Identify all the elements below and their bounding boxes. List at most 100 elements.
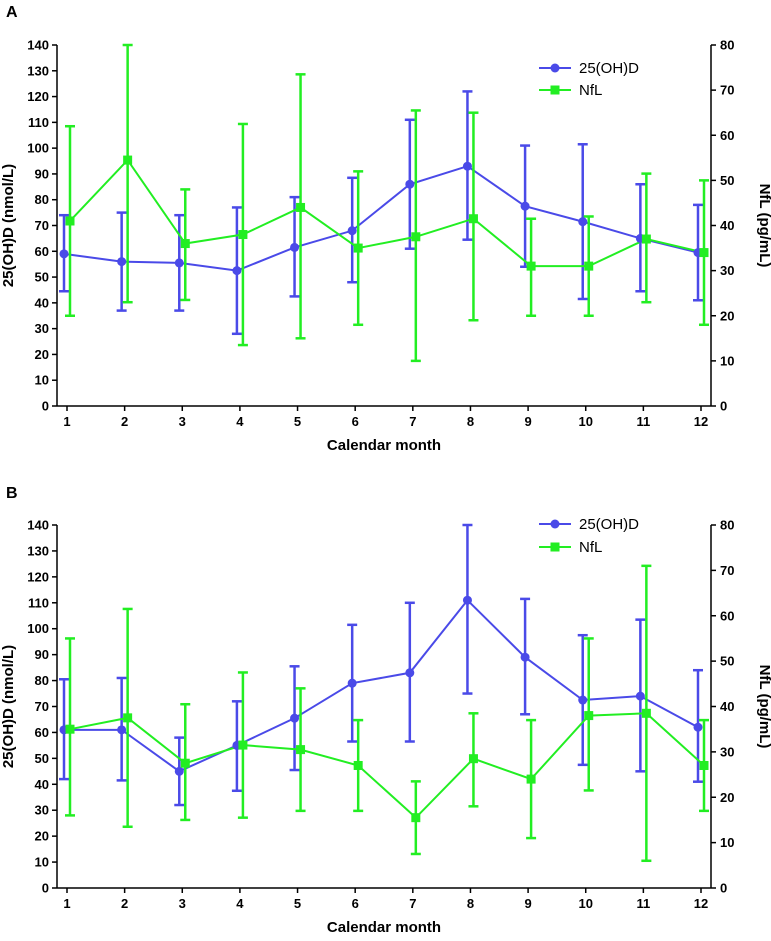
legend-marker-square [550,542,560,552]
x-tick-label: 11 [636,896,650,911]
x-tick-label: 2 [121,896,128,911]
x-tick-label: 12 [694,896,708,911]
x-tick-label: 3 [179,896,186,911]
panel-label: A [6,4,18,21]
legend-marker-square [550,85,560,95]
right-y-tick-label: 40 [720,218,734,233]
right-y-tick-label: 40 [720,699,734,714]
left-y-tick-label: 130 [27,63,49,78]
left-y-tick-label: 30 [35,321,49,336]
right-y-tick-label: 50 [720,654,734,669]
right-y-tick-label: 80 [720,518,734,533]
left-y-tick-label: 60 [35,244,49,259]
legend-label: 25(OH)D [579,516,639,533]
chart-panel-b: B010203040506070809010011012013014001020… [0,485,771,936]
x-tick-label: 4 [236,896,244,911]
legend-marker-circle [550,519,560,529]
x-tick-label: 5 [294,896,301,911]
legend-marker-circle [550,63,560,73]
left-y-tick-label: 90 [35,647,49,662]
nfl-point [411,232,421,242]
vitd-series-line [64,598,699,773]
vitd-series-line [63,165,699,272]
legend: 25(OH)D NfL [539,60,639,99]
nfl-point [238,740,248,750]
right-y-tick-label: 10 [720,353,734,368]
left-y-tick-label: 10 [35,855,49,870]
x-tick-label: 8 [467,414,474,429]
x-tick-label: 4 [236,414,244,429]
left-y-tick-label: 120 [27,89,49,104]
vitd-point [174,258,184,268]
vitd-point [290,713,300,723]
x-axis-title: Calendar month [327,437,441,454]
vitd-point [635,691,645,701]
x-tick-label: 1 [63,896,70,911]
nfl-point [180,758,190,768]
nfl-point [123,155,133,165]
nfl-point [296,745,306,755]
right-y-tick-label: 0 [720,399,727,414]
legend-label: NfL [579,82,602,99]
left-y-tick-label: 0 [42,881,49,896]
x-tick-label: 11 [636,414,650,429]
left-y-tick-label: 60 [35,725,49,740]
vitd-point [59,249,69,259]
legend: 25(OH)D NfL [539,516,639,556]
right-y-tick-label: 30 [720,744,734,759]
y-axis-title: 25(OH)D (nmol/L) [0,164,17,287]
left-y-tick-label: 70 [35,218,49,233]
nfl-point [296,202,306,212]
left-y-tick-label: 70 [35,699,49,714]
right-y-tick-label: 10 [720,835,734,850]
vitd-point [520,201,530,211]
legend-label: 25(OH)D [579,60,639,77]
nfl-point [353,760,363,770]
nfl-point [641,708,651,718]
nfl-point [180,239,190,249]
x-tick-label: 3 [179,414,186,429]
vitd-point [232,266,242,276]
y2-axis-title: NfL (pg/mL) [756,665,771,749]
nfl-point [65,216,75,226]
nfl-point [65,724,75,734]
left-y-tick-label: 140 [27,38,49,53]
y2-axis-title: NfL (pg/mL) [756,184,771,268]
legend-label: NfL [579,539,602,556]
left-y-tick-label: 130 [27,543,49,558]
right-y-tick-label: 70 [720,83,734,98]
x-tick-label: 7 [409,414,416,429]
left-y-tick-label: 100 [27,141,49,156]
right-y-tick-label: 20 [720,790,734,805]
vitd-point [693,722,703,732]
left-y-tick-label: 110 [28,115,49,130]
vitd-point [117,725,127,735]
x-tick-label: 5 [294,414,301,429]
x-axis-title: Calendar month [327,919,441,936]
right-y-tick-label: 80 [720,38,734,53]
left-y-tick-label: 90 [35,166,49,181]
left-y-tick-label: 20 [35,829,49,844]
left-y-tick-label: 110 [28,595,49,610]
right-y-tick-label: 50 [720,173,734,188]
left-y-tick-label: 0 [42,399,49,414]
left-y-tick-label: 20 [35,347,49,362]
vitd-point [405,179,415,189]
x-tick-label: 9 [524,414,531,429]
x-tick-label: 10 [578,896,592,911]
left-y-tick-label: 50 [35,270,49,285]
nfl-point [468,754,478,764]
vitd-point [174,766,184,776]
x-tick-label: 1 [63,414,70,429]
right-y-tick-label: 70 [720,563,734,578]
vitd-point [347,226,357,236]
vitd-point [578,217,588,227]
panel-label: B [6,485,18,502]
left-y-tick-label: 80 [35,673,49,688]
nfl-point [411,813,421,823]
left-y-tick-label: 10 [35,373,49,388]
x-tick-label: 9 [524,896,531,911]
vitd-point [520,652,530,662]
nfl-point [584,261,594,271]
